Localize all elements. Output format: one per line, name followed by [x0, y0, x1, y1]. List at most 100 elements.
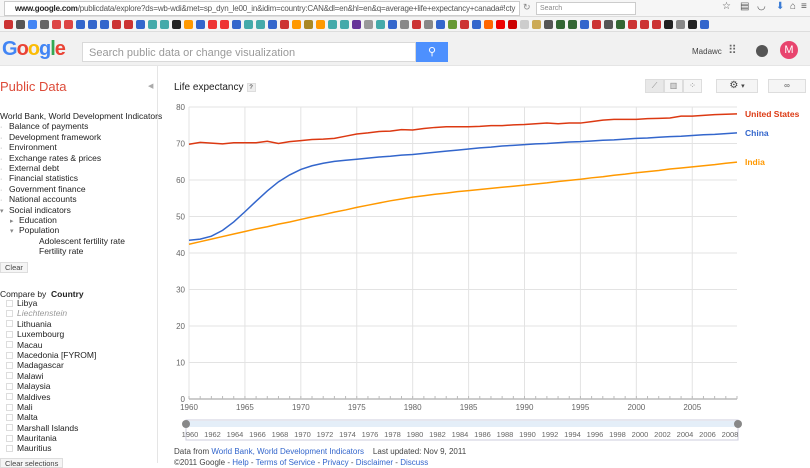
- link-button[interactable]: ∞: [768, 79, 806, 93]
- bookmark-favicon-icon[interactable]: [484, 20, 493, 29]
- reading-list-icon[interactable]: ▤: [740, 1, 750, 12]
- reload-icon[interactable]: ↻: [523, 2, 531, 12]
- bookmark-favicon-icon[interactable]: [376, 20, 385, 29]
- bookmark-favicon-icon[interactable]: [244, 20, 253, 29]
- country-checkbox[interactable]: [6, 351, 13, 359]
- bookmark-star-icon[interactable]: ☆: [722, 1, 731, 12]
- bookmark-favicon-icon[interactable]: [412, 20, 421, 29]
- country-item[interactable]: Malaysia: [6, 381, 156, 391]
- country-checkbox[interactable]: [6, 372, 13, 380]
- topic-item[interactable]: · Balance of payments: [0, 121, 158, 131]
- bookmark-favicon-icon[interactable]: [88, 20, 97, 29]
- bookmark-favicon-icon[interactable]: [640, 20, 649, 29]
- bookmark-favicon-icon[interactable]: [568, 20, 577, 29]
- browser-search-input[interactable]: Search: [536, 2, 636, 15]
- bookmark-favicon-icon[interactable]: [388, 20, 397, 29]
- menu-icon[interactable]: ≡: [801, 1, 807, 12]
- bookmark-favicon-icon[interactable]: [40, 20, 49, 29]
- bookmark-favicon-icon[interactable]: [580, 20, 589, 29]
- bookmark-favicon-icon[interactable]: [292, 20, 301, 29]
- topic-item[interactable]: ▾ Social indicators: [0, 205, 158, 215]
- bookmark-favicon-icon[interactable]: [64, 20, 73, 29]
- topic-item[interactable]: · Government finance: [0, 184, 158, 194]
- country-checkbox[interactable]: [6, 382, 13, 390]
- expand-marker-icon[interactable]: ▾: [10, 228, 14, 236]
- bookmark-favicon-icon[interactable]: [592, 20, 601, 29]
- country-item[interactable]: Marshall Islands: [6, 423, 156, 433]
- notifications-icon[interactable]: [756, 45, 768, 57]
- apps-grid-icon[interactable]: ⠿: [728, 43, 737, 57]
- country-item[interactable]: Malawi: [6, 371, 156, 381]
- bookmark-favicon-icon[interactable]: [688, 20, 697, 29]
- country-item[interactable]: Luxembourg: [6, 329, 156, 339]
- topic-item[interactable]: Fertility rate: [0, 246, 158, 256]
- topic-item[interactable]: ▸ Education: [0, 215, 158, 225]
- expand-marker-icon[interactable]: ·: [0, 197, 3, 205]
- country-item[interactable]: Macau: [6, 340, 156, 350]
- country-item[interactable]: Madagascar: [6, 360, 156, 370]
- country-checkbox[interactable]: [6, 320, 13, 328]
- user-name[interactable]: Madawc: [692, 47, 722, 56]
- bookmark-favicon-icon[interactable]: [268, 20, 277, 29]
- bookmark-favicon-icon[interactable]: [4, 20, 13, 29]
- bookmark-favicon-icon[interactable]: [556, 20, 565, 29]
- topic-item[interactable]: · Exchange rates & prices: [0, 153, 158, 163]
- settings-button[interactable]: ⚙ ▾: [716, 79, 758, 93]
- expand-marker-icon[interactable]: ·: [0, 186, 3, 194]
- expand-marker-icon[interactable]: ▾: [0, 207, 4, 215]
- clear-button[interactable]: Clear: [0, 262, 28, 273]
- topic-item[interactable]: · Financial statistics: [0, 173, 158, 183]
- timeline-end-handle[interactable]: [734, 420, 742, 428]
- bookmark-favicon-icon[interactable]: [172, 20, 181, 29]
- bookmark-favicon-icon[interactable]: [436, 20, 445, 29]
- google-logo[interactable]: Google: [2, 38, 66, 60]
- search-input[interactable]: Search public data or change visualizati…: [82, 42, 416, 62]
- country-checkbox[interactable]: [6, 362, 13, 370]
- country-checkbox[interactable]: [6, 434, 13, 442]
- avatar[interactable]: M: [780, 41, 798, 59]
- country-checkbox[interactable]: [6, 393, 13, 401]
- bookmark-favicon-icon[interactable]: [628, 20, 637, 29]
- bookmark-favicon-icon[interactable]: [400, 20, 409, 29]
- country-item[interactable]: Mauritania: [6, 433, 156, 443]
- expand-marker-icon[interactable]: ·: [0, 155, 3, 163]
- expand-marker-icon[interactable]: ·: [0, 145, 3, 153]
- pocket-icon[interactable]: ◡: [757, 1, 766, 12]
- bookmark-favicon-icon[interactable]: [52, 20, 61, 29]
- topic-item[interactable]: Adolescent fertility rate: [0, 236, 158, 246]
- bookmark-favicon-icon[interactable]: [460, 20, 469, 29]
- line-chart-button[interactable]: ⟋: [645, 79, 664, 93]
- bookmark-favicon-icon[interactable]: [232, 20, 241, 29]
- country-checkbox[interactable]: [6, 445, 13, 453]
- bookmark-favicon-icon[interactable]: [652, 20, 661, 29]
- bookmark-favicon-icon[interactable]: [676, 20, 685, 29]
- bookmark-favicon-icon[interactable]: [508, 20, 517, 29]
- bookmark-favicon-icon[interactable]: [664, 20, 673, 29]
- country-checkbox[interactable]: [6, 413, 13, 421]
- timeline-start-handle[interactable]: [182, 420, 190, 428]
- bookmark-favicon-icon[interactable]: [520, 20, 529, 29]
- topic-item[interactable]: · National accounts: [0, 194, 158, 204]
- bookmark-favicon-icon[interactable]: [124, 20, 133, 29]
- bookmark-favicon-icon[interactable]: [196, 20, 205, 29]
- bookmark-favicon-icon[interactable]: [76, 20, 85, 29]
- bookmark-favicon-icon[interactable]: [112, 20, 121, 29]
- bookmark-favicon-icon[interactable]: [136, 20, 145, 29]
- download-icon[interactable]: ⬇: [776, 1, 785, 12]
- bookmark-favicon-icon[interactable]: [304, 20, 313, 29]
- expand-marker-icon[interactable]: ·: [0, 134, 3, 142]
- country-item[interactable]: Maldives: [6, 392, 156, 402]
- bookmark-favicon-icon[interactable]: [364, 20, 373, 29]
- bookmark-favicon-icon[interactable]: [604, 20, 613, 29]
- topic-item[interactable]: · Development framework: [0, 132, 158, 142]
- bar-chart-button[interactable]: ▥: [664, 79, 683, 93]
- bookmark-favicon-icon[interactable]: [100, 20, 109, 29]
- bookmark-favicon-icon[interactable]: [328, 20, 337, 29]
- scatter-chart-button[interactable]: ⁘: [683, 79, 702, 93]
- expand-marker-icon[interactable]: ·: [0, 165, 3, 173]
- country-item[interactable]: Lithuania: [6, 319, 156, 329]
- bookmark-favicon-icon[interactable]: [496, 20, 505, 29]
- country-item[interactable]: Mali: [6, 402, 156, 412]
- address-bar[interactable]: www.google.com/publicdata/explore?ds=wb-…: [4, 1, 520, 16]
- topic-item[interactable]: · Environment: [0, 142, 158, 152]
